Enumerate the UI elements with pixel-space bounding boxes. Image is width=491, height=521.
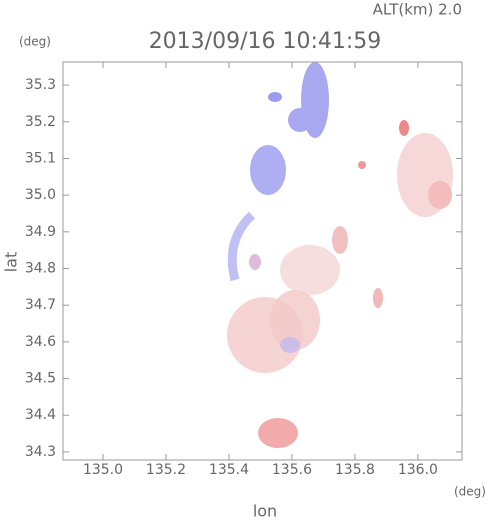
- echo: [288, 108, 312, 132]
- echo: [250, 145, 286, 195]
- y-tick-label: 34.8: [25, 261, 56, 277]
- chart-title: 2013/09/16 10:41:59: [149, 29, 382, 54]
- echo: [373, 288, 383, 308]
- x-tick-label: 136.0: [398, 462, 438, 478]
- x-tick-label: 135.6: [272, 462, 312, 478]
- y-tick-label: 35.0: [25, 187, 56, 203]
- echo: [428, 181, 452, 209]
- x-tick-label: 135.4: [209, 462, 249, 478]
- x-tick-label: 135.2: [146, 462, 186, 478]
- radar-echoes: [227, 62, 453, 448]
- echo: [399, 120, 409, 136]
- y-axis-label: lat: [2, 252, 21, 273]
- x-axis-label: lon: [253, 502, 277, 521]
- echo: [332, 226, 348, 254]
- x-unit: (deg): [454, 485, 486, 499]
- plot-frame: [62, 61, 463, 461]
- echo: [280, 245, 340, 295]
- echo: [358, 161, 366, 169]
- echo: [249, 254, 261, 270]
- y-unit: (deg): [19, 35, 51, 49]
- y-tick-label: 34.7: [25, 297, 56, 313]
- echo: [227, 211, 256, 282]
- y-tick-label: 34.4: [25, 407, 56, 423]
- echo: [270, 290, 320, 350]
- y-tick-label: 34.6: [25, 334, 56, 350]
- echo: [258, 418, 298, 448]
- y-tick-label: 34.5: [25, 371, 56, 387]
- y-tick-label: 35.2: [25, 114, 56, 130]
- echo: [268, 92, 282, 102]
- altitude-label: ALT(km) 2.0: [373, 1, 462, 19]
- y-tick-label: 34.9: [25, 224, 56, 240]
- x-tick-label: 135.8: [335, 462, 375, 478]
- y-tick-label: 35.1: [25, 150, 56, 166]
- echo: [280, 337, 300, 353]
- y-tick-label: 34.3: [25, 444, 56, 460]
- x-tick-label: 135.0: [83, 462, 123, 478]
- y-tick-label: 35.3: [25, 77, 56, 93]
